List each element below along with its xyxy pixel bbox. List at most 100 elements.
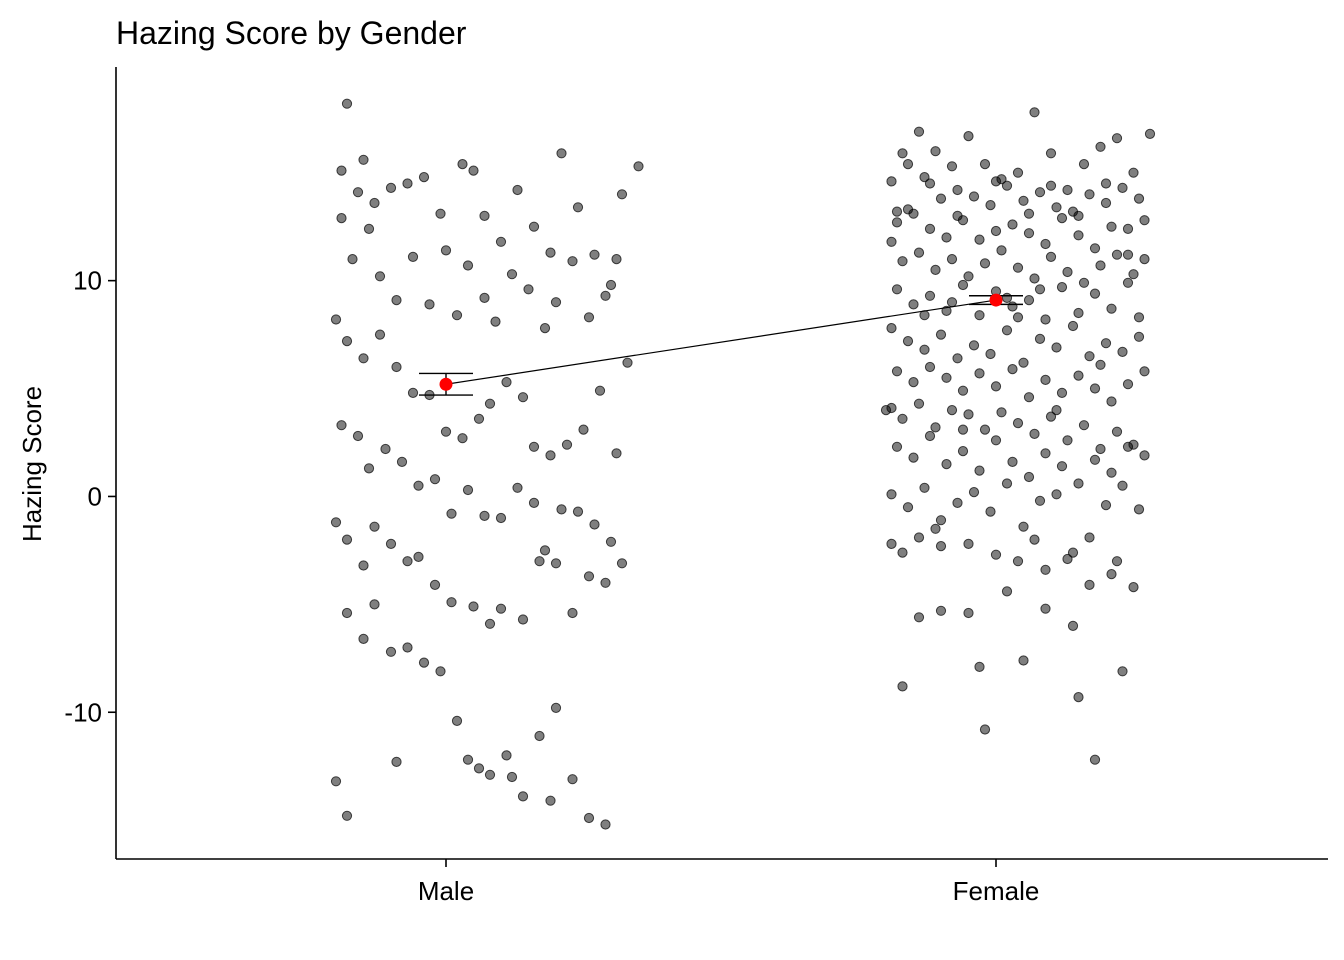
data-point-female-203: [1051, 405, 1062, 416]
data-point-female-16: [886, 176, 897, 187]
data-point-female-148: [935, 515, 947, 526]
data-point-female-187: [891, 206, 903, 217]
data-point-female-154: [1034, 495, 1046, 506]
data-point-male-111: [534, 730, 545, 742]
data-point-male-29: [440, 245, 452, 256]
data-point-female-111: [1122, 379, 1134, 390]
data-point-female-133: [941, 459, 952, 470]
data-point-female-43: [1073, 230, 1084, 241]
data-point-female-137: [1007, 456, 1018, 467]
data-point-male-116: [330, 776, 342, 787]
data-point-female-54: [979, 258, 991, 269]
data-point-male-89: [446, 597, 457, 608]
data-point-female-67: [924, 290, 936, 301]
data-point-female-57: [1029, 273, 1040, 284]
data-point-female-101: [957, 385, 969, 396]
data-point-male-25: [374, 271, 386, 282]
data-point-male-3: [352, 187, 364, 198]
data-point-female-156: [1067, 547, 1079, 558]
data-point-female-168: [1040, 564, 1051, 575]
data-point-female-139: [1040, 448, 1051, 459]
data-point-female-78: [1106, 303, 1117, 314]
data-point-female-88: [1001, 325, 1013, 336]
data-point-female-130: [891, 441, 903, 452]
data-point-male-18: [589, 249, 600, 260]
data-point-female-207: [1111, 556, 1123, 567]
data-point-female-150: [968, 487, 980, 498]
data-point-male-55: [528, 441, 540, 452]
data-point-female-146: [902, 502, 914, 513]
data-point-male-66: [396, 456, 408, 467]
data-point-male-61: [622, 357, 633, 368]
data-point-male-20: [616, 189, 628, 200]
data-point-female-3: [946, 161, 958, 172]
data-point-male-49: [440, 426, 452, 437]
data-point-female-204: [1095, 359, 1106, 370]
data-point-female-8: [1029, 107, 1040, 118]
data-point-male-38: [567, 256, 578, 267]
data-point-male-34: [506, 269, 518, 280]
data-point-female-149: [952, 497, 963, 508]
data-point-female-180: [974, 661, 985, 673]
data-point-male-24: [363, 223, 375, 234]
data-point-female-20: [952, 184, 963, 196]
data-point-male-76: [556, 504, 567, 515]
mean-connecting-line: [445, 299, 997, 385]
data-point-male-65: [380, 443, 391, 455]
data-point-male-57: [561, 439, 573, 450]
data-point-male-75: [539, 545, 551, 556]
data-point-female-60: [1078, 277, 1090, 288]
data-point-female-99: [924, 361, 936, 373]
data-point-female-75: [1056, 282, 1068, 293]
data-point-male-41: [611, 254, 622, 265]
data-point-female-70: [974, 310, 985, 321]
data-point-female-140: [1056, 461, 1068, 472]
data-point-female-151: [985, 506, 996, 517]
data-point-female-28: [1084, 189, 1095, 200]
data-point-male-96: [567, 607, 578, 619]
data-point-male-70: [462, 484, 474, 496]
y-tick-label: -10: [64, 697, 102, 727]
data-point-female-62: [1111, 249, 1123, 260]
data-point-female-74: [1040, 314, 1051, 325]
y-tick-label: 10: [73, 266, 102, 296]
data-point-female-163: [913, 532, 925, 543]
data-point-male-14: [528, 221, 540, 232]
data-point-female-122: [1029, 428, 1040, 439]
data-point-male-12: [495, 236, 507, 247]
data-point-female-87: [985, 348, 996, 360]
data-point-female-30: [1117, 182, 1128, 193]
data-point-female-46: [1122, 249, 1134, 260]
data-point-female-158: [1100, 500, 1112, 511]
data-point-male-39: [583, 312, 595, 323]
data-point-female-56: [1012, 262, 1024, 273]
chart-title: Hazing Score by Gender: [116, 15, 467, 51]
data-point-female-66: [908, 299, 919, 310]
data-point-female-129: [1139, 450, 1150, 461]
data-point-female-45: [1106, 221, 1117, 232]
data-point-male-108: [484, 769, 496, 780]
data-point-female-72: [1007, 301, 1018, 312]
data-point-male-37: [550, 297, 562, 308]
data-point-female-11: [1078, 159, 1090, 170]
data-point-male-53: [501, 377, 512, 388]
data-point-female-109: [1089, 383, 1101, 394]
data-point-female-15: [1144, 128, 1156, 139]
data-point-male-30: [451, 310, 463, 321]
data-point-female-127: [1111, 426, 1123, 437]
data-point-male-98: [600, 577, 611, 588]
data-point-female-173: [913, 612, 925, 623]
data-point-female-114: [897, 413, 908, 424]
data-point-female-202: [957, 424, 969, 435]
data-point-male-71: [479, 510, 490, 522]
data-point-female-174: [935, 605, 947, 616]
data-point-female-170: [1084, 579, 1095, 591]
data-point-female-190: [952, 210, 963, 221]
data-point-female-34: [924, 223, 936, 234]
data-point-female-7: [1012, 167, 1024, 178]
data-point-male-107: [462, 754, 474, 765]
data-point-male-74: [528, 497, 540, 508]
y-tick-label: 0: [88, 481, 102, 511]
data-point-female-172: [1128, 582, 1139, 593]
data-point-male-46: [391, 361, 402, 373]
